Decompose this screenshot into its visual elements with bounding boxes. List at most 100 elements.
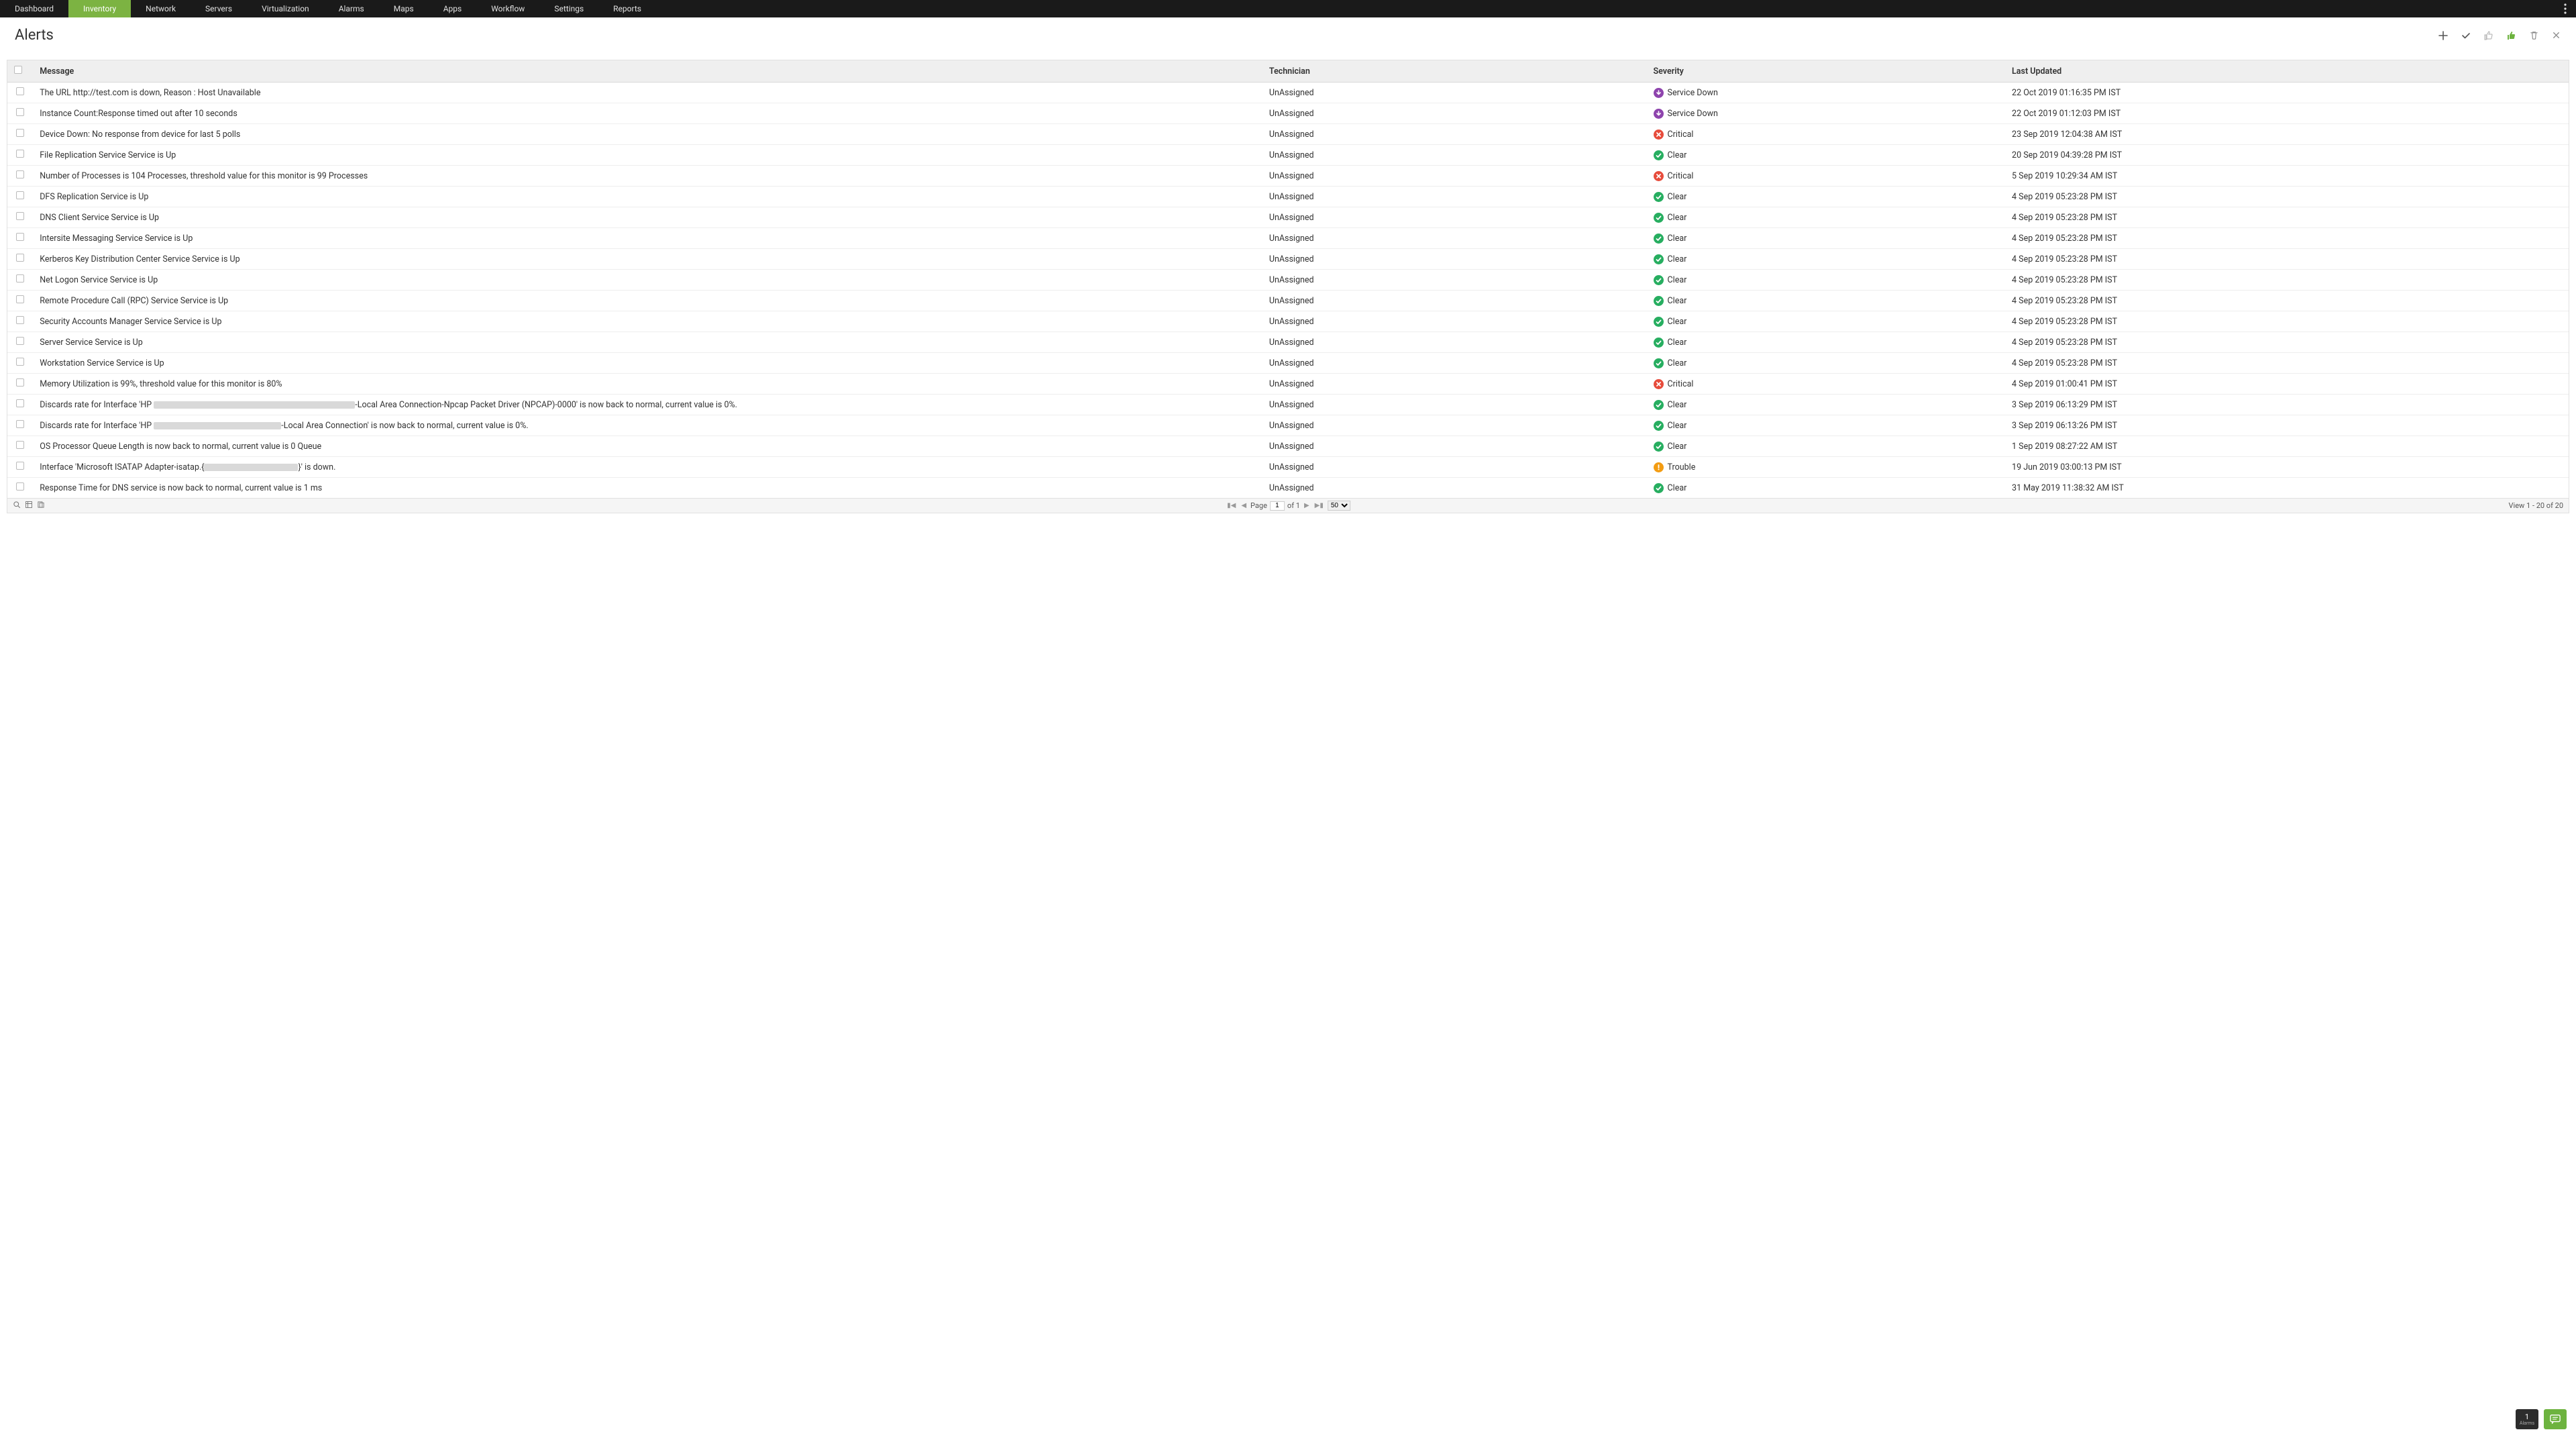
row-checkbox[interactable] [7, 291, 33, 311]
table-row[interactable]: File Replication Service Service is UpUn… [7, 145, 2569, 166]
table-row[interactable]: Memory Utilization is 99%, threshold val… [7, 374, 2569, 395]
row-technician: UnAssigned [1263, 311, 1647, 332]
row-checkbox[interactable] [7, 228, 33, 249]
row-updated: 19 Jun 2019 03:00:13 PM IST [2005, 457, 2569, 478]
row-message: Number of Processes is 104 Processes, th… [33, 166, 1263, 187]
redacted-segment [204, 464, 298, 471]
severity-label: Clear [1668, 254, 1687, 264]
thumb-up-filled-button[interactable] [2506, 30, 2517, 41]
row-technician: UnAssigned [1263, 207, 1647, 228]
nav-item-workflow[interactable]: Workflow [476, 0, 539, 17]
table-row[interactable]: Workstation Service Service is UpUnAssig… [7, 353, 2569, 374]
row-message: Net Logon Service Service is Up [33, 270, 1263, 291]
row-checkbox[interactable] [7, 478, 33, 499]
table-row[interactable]: Security Accounts Manager Service Servic… [7, 311, 2569, 332]
check-button[interactable] [2461, 30, 2471, 41]
nav-item-network[interactable]: Network [131, 0, 191, 17]
column-updated[interactable]: Last Updated [2005, 60, 2569, 83]
footer-export-icon[interactable] [37, 501, 45, 511]
row-updated: 4 Sep 2019 05:23:28 PM IST [2005, 332, 2569, 353]
row-checkbox[interactable] [7, 249, 33, 270]
table-row[interactable]: The URL http://test.com is down, Reason … [7, 83, 2569, 103]
row-message: Intersite Messaging Service Service is U… [33, 228, 1263, 249]
table-row[interactable]: Number of Processes is 104 Processes, th… [7, 166, 2569, 187]
row-technician: UnAssigned [1263, 83, 1647, 103]
row-checkbox[interactable] [7, 374, 33, 395]
table-row[interactable]: Kerberos Key Distribution Center Service… [7, 249, 2569, 270]
table-row[interactable]: Device Down: No response from device for… [7, 124, 2569, 145]
pager-first[interactable]: ▮◀ [1226, 502, 1237, 509]
pager-page-label: Page [1250, 501, 1267, 510]
nav-kebab-menu[interactable] [2560, 0, 2571, 17]
row-severity: Clear [1647, 270, 2006, 291]
pager-prev[interactable]: ◀ [1240, 502, 1248, 509]
row-checkbox[interactable] [7, 145, 33, 166]
row-checkbox[interactable] [7, 166, 33, 187]
row-checkbox[interactable] [7, 415, 33, 436]
severity-label: Clear [1668, 275, 1687, 285]
row-severity: Clear [1647, 311, 2006, 332]
nav-item-settings[interactable]: Settings [539, 0, 598, 17]
select-all-header[interactable] [7, 60, 33, 83]
table-row[interactable]: Server Service Service is UpUnAssignedCl… [7, 332, 2569, 353]
row-checkbox[interactable] [7, 457, 33, 478]
nav-item-maps[interactable]: Maps [379, 0, 429, 17]
pager-page-input[interactable] [1270, 501, 1285, 511]
nav-item-reports[interactable]: Reports [598, 0, 656, 17]
severity-icon [1654, 338, 1664, 348]
delete-button[interactable] [2529, 30, 2539, 40]
row-checkbox[interactable] [7, 270, 33, 291]
footer-columns-icon[interactable] [25, 501, 33, 511]
table-row[interactable]: Interface 'Microsoft ISATAP Adapter-isat… [7, 457, 2569, 478]
redacted-segment [154, 422, 281, 429]
row-checkbox[interactable] [7, 83, 33, 103]
row-severity: Clear [1647, 249, 2006, 270]
add-button[interactable] [2438, 30, 2449, 41]
header-actions [2438, 30, 2561, 41]
nav-item-virtualization[interactable]: Virtualization [247, 0, 324, 17]
close-button[interactable] [2551, 30, 2561, 40]
severity-icon [1654, 213, 1664, 223]
top-nav: DashboardInventoryNetworkServersVirtuali… [0, 0, 2576, 17]
row-checkbox[interactable] [7, 353, 33, 374]
row-technician: UnAssigned [1263, 415, 1647, 436]
row-checkbox[interactable] [7, 332, 33, 353]
row-checkbox[interactable] [7, 395, 33, 415]
row-checkbox[interactable] [7, 311, 33, 332]
nav-item-dashboard[interactable]: Dashboard [0, 0, 68, 17]
table-row[interactable]: Discards rate for Interface 'HP -Local A… [7, 415, 2569, 436]
table-row[interactable]: Discards rate for Interface 'HP -Local A… [7, 395, 2569, 415]
row-severity: Clear [1647, 207, 2006, 228]
table-row[interactable]: Net Logon Service Service is UpUnAssigne… [7, 270, 2569, 291]
table-row[interactable]: Response Time for DNS service is now bac… [7, 478, 2569, 499]
nav-item-apps[interactable]: Apps [429, 0, 477, 17]
row-checkbox[interactable] [7, 207, 33, 228]
thumb-up-outline-button[interactable] [2483, 30, 2494, 41]
table-row[interactable]: Instance Count:Response timed out after … [7, 103, 2569, 124]
pager-page-size[interactable]: 50 [1328, 501, 1350, 511]
severity-icon [1654, 296, 1664, 306]
column-technician[interactable]: Technician [1263, 60, 1647, 83]
table-row[interactable]: OS Processor Queue Length is now back to… [7, 436, 2569, 457]
float-chat-button[interactable] [2544, 1409, 2567, 1429]
float-alarms-button[interactable]: 1 Alarms [2516, 1409, 2538, 1429]
table-row[interactable]: DNS Client Service Service is UpUnAssign… [7, 207, 2569, 228]
row-technician: UnAssigned [1263, 124, 1647, 145]
nav-item-alarms[interactable]: Alarms [324, 0, 379, 17]
table-row[interactable]: DFS Replication Service is UpUnAssignedC… [7, 187, 2569, 207]
severity-label: Critical [1668, 171, 1694, 181]
column-message[interactable]: Message [33, 60, 1263, 83]
footer-search-icon[interactable] [13, 501, 21, 511]
pager-next[interactable]: ▶ [1303, 502, 1311, 509]
nav-item-inventory[interactable]: Inventory [68, 0, 131, 17]
severity-icon [1654, 192, 1664, 202]
row-checkbox[interactable] [7, 187, 33, 207]
table-row[interactable]: Remote Procedure Call (RPC) Service Serv… [7, 291, 2569, 311]
pager-last[interactable]: ▶▮ [1313, 502, 1325, 509]
row-checkbox[interactable] [7, 103, 33, 124]
row-checkbox[interactable] [7, 436, 33, 457]
column-severity[interactable]: Severity [1647, 60, 2006, 83]
row-checkbox[interactable] [7, 124, 33, 145]
nav-item-servers[interactable]: Servers [191, 0, 247, 17]
table-row[interactable]: Intersite Messaging Service Service is U… [7, 228, 2569, 249]
